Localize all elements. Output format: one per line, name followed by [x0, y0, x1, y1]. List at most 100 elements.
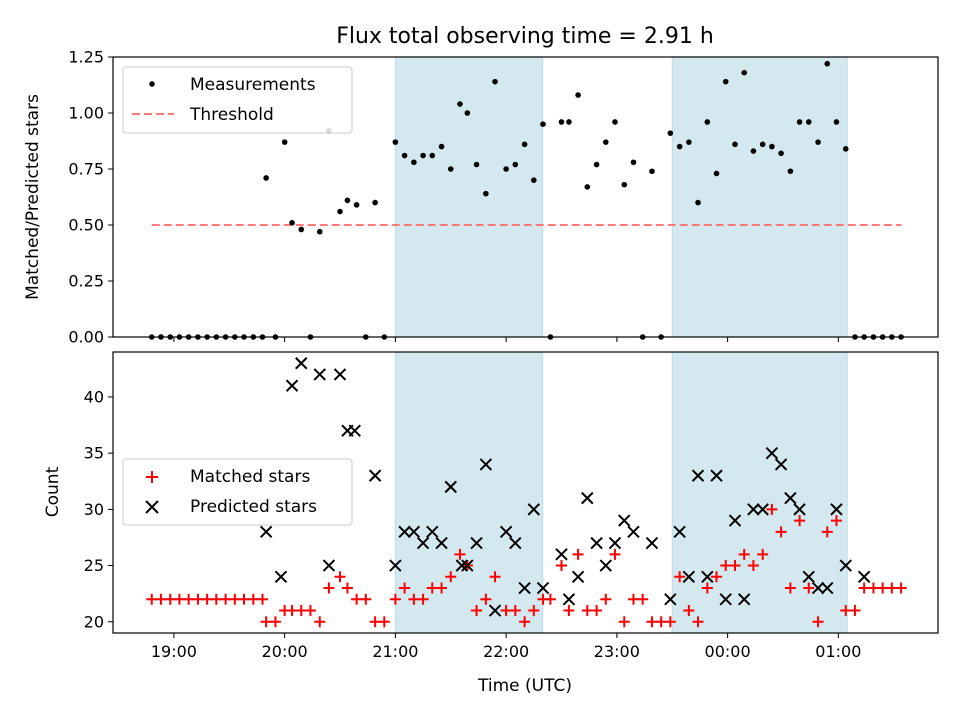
y-tick-label: 1.25	[68, 48, 104, 67]
measurement-point	[667, 130, 674, 136]
y-tick-label: 1.00	[68, 104, 104, 123]
y-tick-label: 40	[84, 387, 104, 406]
measurement-point	[649, 168, 655, 175]
predicted-star-point	[499, 525, 513, 539]
measurement-point	[483, 190, 489, 197]
predicted-star-point	[461, 559, 474, 572]
measurement-point	[778, 150, 784, 157]
predicted-star-point	[470, 536, 483, 550]
legend-threshold-label: Threshold	[189, 105, 274, 125]
predicted-star-point	[285, 379, 299, 392]
legend-measurements-label: Measurements	[190, 75, 316, 95]
measurement-point	[281, 139, 288, 145]
matched-star-point	[544, 593, 556, 605]
predicted-star-point	[802, 570, 815, 584]
predicted-star-point	[509, 536, 522, 550]
predicted-star-point	[645, 536, 659, 550]
y-tick-label: 20	[84, 612, 104, 631]
matched-star-point	[360, 593, 372, 605]
predicted-star-point	[618, 514, 631, 527]
matched-star-point	[238, 593, 250, 605]
predicted-star-point	[562, 593, 576, 606]
top-shaded-intervals	[394, 56, 848, 338]
matched-star-point	[581, 605, 593, 617]
measurement-point	[540, 121, 546, 127]
matched-star-point	[757, 548, 769, 560]
measurement-point	[401, 152, 408, 159]
matched-star-point	[701, 582, 713, 594]
measurement-point	[695, 199, 701, 206]
predicted-star-point	[765, 446, 779, 460]
predicted-star-point	[435, 536, 448, 550]
matched-star-point	[323, 582, 335, 594]
bottom-x-axis: 19:00 20:00 21:00 22:00 23:00 00:00 01:00	[151, 633, 861, 661]
predicted-star-point	[664, 593, 677, 606]
y-tick-label: 35	[84, 444, 104, 463]
matched-star-point	[454, 548, 466, 560]
measurement-point	[429, 152, 436, 159]
shaded-interval-2	[671, 56, 848, 338]
measurement-point	[741, 69, 748, 76]
matched-star-point	[528, 605, 540, 617]
measurement-point	[457, 101, 463, 107]
measurement-point	[676, 143, 683, 150]
measurement-point	[686, 139, 692, 145]
predicted-star-point	[571, 570, 585, 584]
measurement-point	[420, 152, 426, 159]
matched-star-point	[286, 605, 298, 617]
measurement-point	[584, 184, 591, 190]
measurement-point	[473, 161, 480, 168]
predicted-star-point	[488, 604, 502, 617]
matched-star-point	[399, 582, 411, 594]
matched-star-point	[738, 548, 750, 560]
y-tick-label: 0.00	[68, 328, 104, 347]
predicted-star-point	[811, 581, 825, 595]
matched-star-point	[858, 582, 870, 594]
predicted-star-point	[710, 469, 723, 482]
measurement-point	[612, 119, 618, 125]
matched-star-point	[886, 582, 898, 594]
matched-star-point	[840, 605, 852, 617]
x-tick-label: 20:00	[262, 642, 308, 661]
shaded-interval-1	[394, 351, 544, 634]
matched-star-point	[775, 526, 787, 538]
measurement-point	[503, 166, 509, 172]
matched-star-point	[445, 571, 457, 583]
measurement-point	[337, 208, 343, 215]
predicted-star-point	[455, 559, 469, 572]
bottom-legend-box	[122, 458, 353, 526]
predicted-star-point	[673, 525, 686, 539]
matched-star-point	[664, 616, 676, 628]
y-tick-label: 0.50	[68, 216, 104, 235]
measurement-point	[602, 139, 609, 145]
matched-star-point	[341, 582, 353, 594]
predicted-star-point	[719, 593, 732, 606]
matched-star-point	[164, 593, 176, 605]
measurement-point	[805, 119, 812, 125]
legend-predicted-label: Predicted stars	[190, 497, 317, 517]
measurement-point	[298, 226, 305, 233]
predicted-star-point	[322, 559, 336, 572]
matched-star-point	[849, 605, 861, 617]
matched-star-point	[155, 593, 167, 605]
bottom-axes-frame	[112, 351, 939, 634]
x-tick-label: 23:00	[594, 642, 640, 661]
top-plot-data	[148, 60, 904, 340]
measurement-point	[531, 177, 537, 183]
bottom-legend: Matched stars Predicted stars	[122, 458, 353, 526]
matched-star-point	[591, 605, 603, 617]
predicted-star-point	[821, 581, 834, 595]
matched-star-point	[563, 605, 575, 617]
matched-star-point	[572, 548, 584, 560]
matched-star-point	[229, 593, 241, 605]
x-tick-label: 22:00	[483, 642, 529, 661]
measurement-point	[704, 119, 711, 125]
matched-star-point	[711, 571, 723, 583]
predicted-star-point	[416, 536, 430, 550]
x-tick-label: 01:00	[815, 642, 861, 661]
predicted-star-point	[701, 570, 714, 584]
predicted-star-point	[536, 581, 550, 595]
measurement-point	[575, 92, 581, 98]
matched-star-point	[600, 593, 612, 605]
measurement-point	[447, 166, 454, 172]
